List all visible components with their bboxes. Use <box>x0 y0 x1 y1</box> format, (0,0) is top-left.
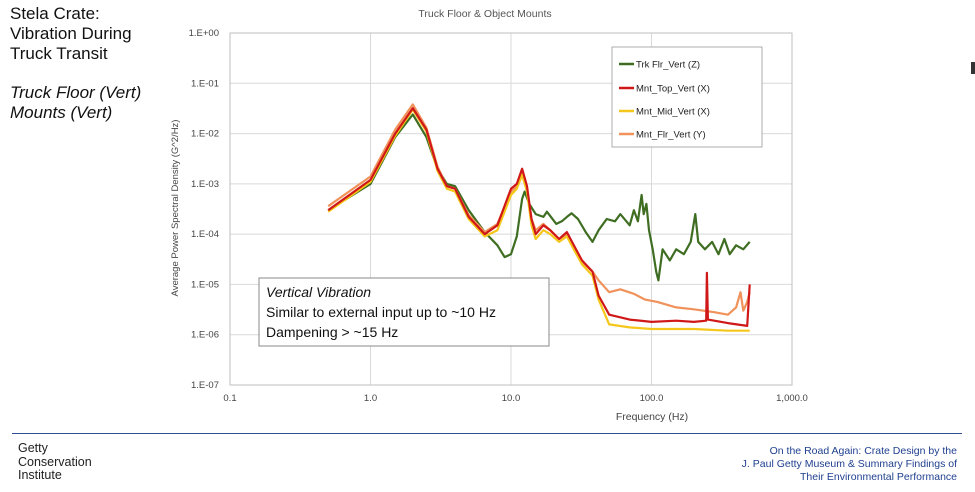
y-tick-label: 1.E-02 <box>191 129 219 140</box>
institute-name: Getty Conservation Institute <box>18 441 92 483</box>
x-tick-label: 10.0 <box>502 393 521 404</box>
annotation-heading: Vertical Vibration <box>266 284 371 300</box>
psd-chart: Truck Floor & Object Mounts 1.E+00 1.E-01… <box>160 0 820 432</box>
x-tick-label: 0.1 <box>223 393 236 404</box>
edge-marker <box>971 62 975 74</box>
credit-line: J. Paul Getty Museum & Summary Findings … <box>741 458 957 470</box>
y-tick-label: 1.E-04 <box>191 229 219 240</box>
series-line-mnt-top-vert-x <box>327 107 751 327</box>
annotation-line: Dampening > ~15 Hz <box>266 324 398 340</box>
y-tick-label: 1.E-05 <box>191 279 219 290</box>
x-tick-label: 100.0 <box>640 393 664 404</box>
chart-title: Truck Floor & Object Mounts <box>418 8 551 20</box>
slide-subtitle-line: Mounts (Vert) <box>10 103 113 122</box>
legend-label-mnt-top: Mnt_Top_Vert (X) <box>636 84 710 95</box>
x-tick-label: 1.0 <box>364 393 377 404</box>
institute-line: Getty <box>18 441 48 455</box>
institute-line: Conservation <box>18 454 92 469</box>
x-axis-ticks: 0.1 1.0 10.0 100.0 1,000.0 <box>223 393 807 404</box>
institute-line: Institute <box>18 468 62 482</box>
y-tick-label: 1.E-03 <box>191 179 219 190</box>
y-axis-ticks: 1.E+00 1.E-01 1.E-02 1.E-03 1.E-04 1.E-05 1.E-… <box>189 28 219 391</box>
legend-label-mnt-mid: Mnt_Mid_Vert (X) <box>636 107 710 118</box>
slide-title-line: Stela Crate: <box>10 4 100 23</box>
legend-box <box>611 46 763 148</box>
slide-title: Stela Crate: Vibration During Truck Tran… <box>10 4 170 64</box>
annotation-box: Vertical Vibration Similar to external i… <box>258 277 550 347</box>
slide-title-line: Truck Transit <box>10 44 108 63</box>
legend-label-trk-flr: Trk Flr_Vert (Z) <box>636 60 700 71</box>
annotation-frame <box>258 277 550 347</box>
y-tick-label: 1.E-01 <box>191 78 219 89</box>
x-axis-label: Frequency (Hz) <box>616 411 688 423</box>
legend: Trk Flr_Vert (Z) Mnt_Top_Vert (X) Mnt_Mi… <box>611 46 763 148</box>
chart-series <box>327 103 751 332</box>
presentation-credit: On the Road Again: Crate Design by the J… <box>742 445 957 484</box>
y-tick-label: 1.E-07 <box>191 380 219 391</box>
slide-subtitle: Truck Floor (Vert) Mounts (Vert) <box>10 83 180 123</box>
credit-line: Their Environmental Performance <box>800 471 957 483</box>
slide-title-line: Vibration During <box>10 24 132 43</box>
credit-line: On the Road Again: Crate Design by the <box>769 445 957 457</box>
slide-subtitle-line: Truck Floor (Vert) <box>10 83 142 102</box>
legend-label-mnt-flr: Mnt_Flr_Vert (Y) <box>636 130 706 141</box>
annotation-line: Similar to external input up to ~10 Hz <box>266 304 496 320</box>
footer-divider <box>12 433 962 434</box>
y-tick-label: 1.E-06 <box>191 330 219 341</box>
y-axis-label: Average Power Spectral Density (G^2/Hz) <box>170 120 181 297</box>
plot-area-border <box>229 32 793 386</box>
x-tick-label: 1,000.0 <box>776 393 808 404</box>
y-tick-label: 1.E+00 <box>189 28 219 39</box>
